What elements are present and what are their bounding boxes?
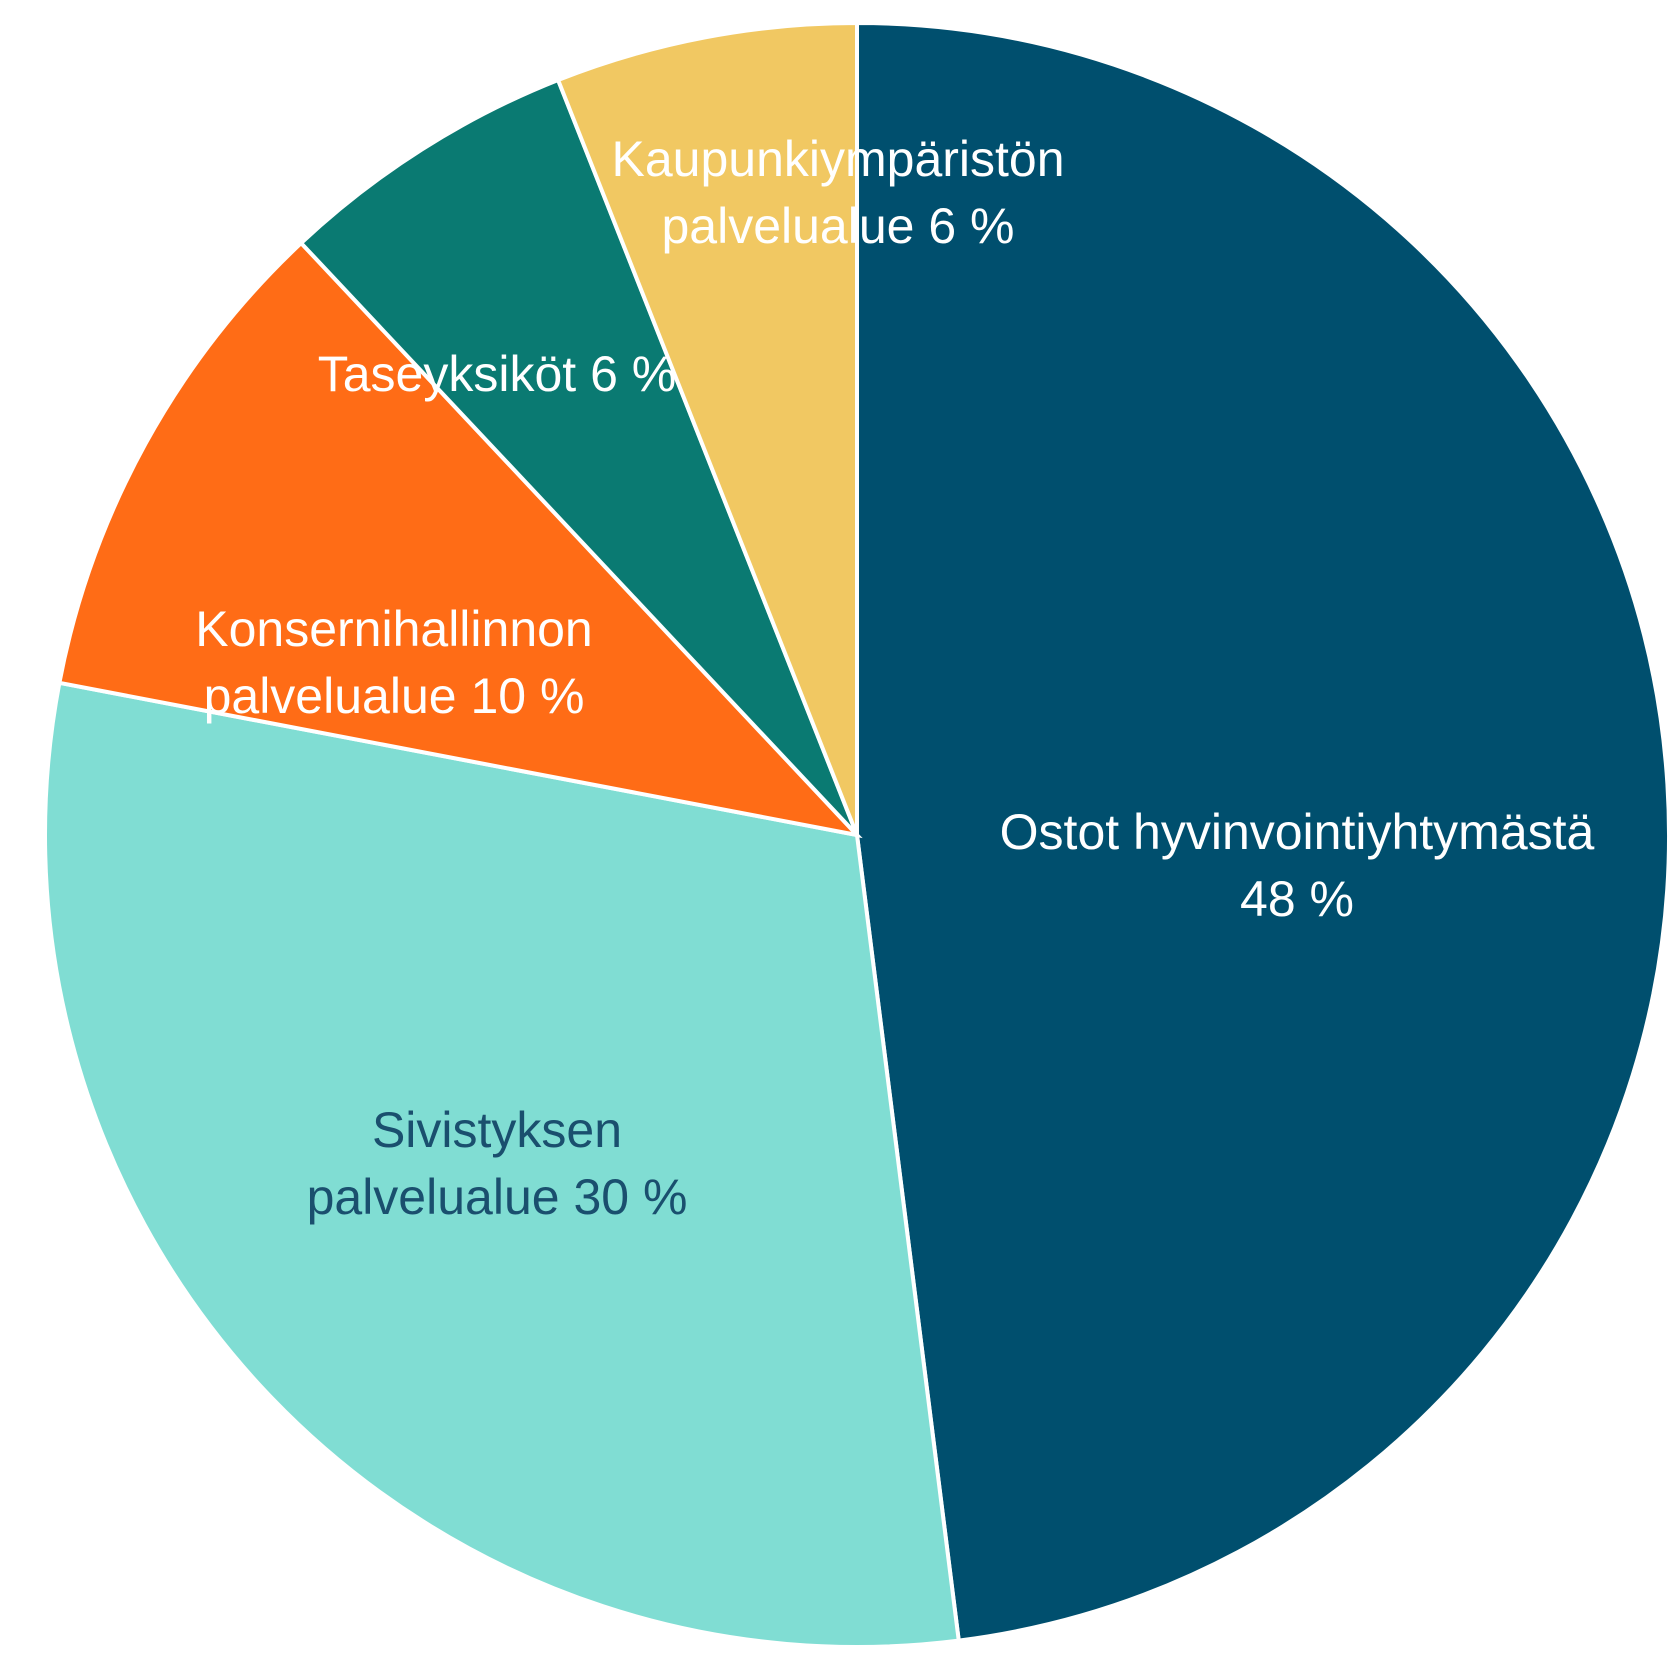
pie-slice [555,20,859,836]
slice-label: palvelualue 10 % [204,668,585,724]
slice-label: Konsernihallinnon [195,601,593,657]
slice-label: palvelualue 30 % [307,1169,688,1225]
pie-slice [298,77,859,837]
slice-label: Sivistyksen [372,1102,622,1158]
pie-slice [43,680,962,1649]
slice-label: Ostot hyvinvointiyhtymästä [1000,804,1595,860]
slice-label: Taseyksiköt 6 % [318,346,676,402]
pie-slice [855,20,1670,1643]
pie-slice [57,240,863,839]
slice-label: 48 % [1240,871,1354,927]
slice-label: palvelualue 6 % [661,198,1014,254]
slice-label: Kaupunkiympäristön [611,131,1064,187]
